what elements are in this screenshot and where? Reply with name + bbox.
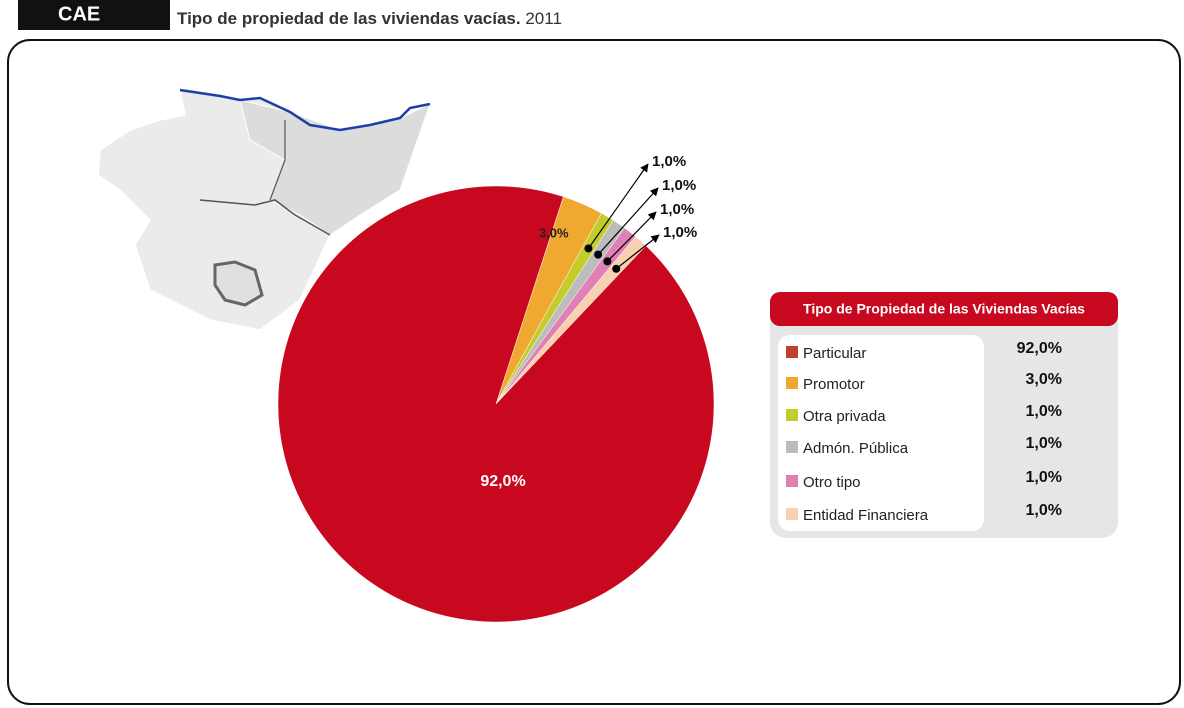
legend-swatch bbox=[786, 508, 798, 520]
map bbox=[97, 88, 432, 331]
leader-line bbox=[587, 163, 649, 249]
legend-label: Otro tipo bbox=[803, 474, 861, 491]
legend-swatch bbox=[786, 409, 798, 421]
legend-swatch bbox=[786, 475, 798, 487]
legend-inner bbox=[778, 335, 984, 531]
leader-dot bbox=[612, 264, 621, 273]
tag: CAE bbox=[58, 3, 100, 25]
slice-label: 1,0% bbox=[660, 201, 694, 218]
subtitle: 2011 bbox=[525, 9, 562, 28]
legend-value: 1,0% bbox=[1026, 435, 1062, 452]
legend-value: 92,0% bbox=[1017, 340, 1062, 357]
slice-label: 92,0% bbox=[480, 473, 525, 490]
leader-line bbox=[597, 187, 659, 256]
legend-value: 1,0% bbox=[1026, 469, 1062, 486]
legend-value: 3,0% bbox=[1026, 371, 1062, 388]
pie-slice bbox=[277, 185, 715, 623]
title: Tipo de propiedad de las viviendas vacía… bbox=[177, 9, 521, 28]
slice-label: 1,0% bbox=[663, 224, 697, 241]
leader-line bbox=[606, 211, 657, 262]
legend-swatch bbox=[786, 441, 798, 453]
legend-swatch bbox=[786, 346, 798, 358]
slice-label: 1,0% bbox=[662, 177, 696, 194]
legend-label: Admón. Pública bbox=[803, 440, 909, 457]
legend-label: Entidad Financiera bbox=[803, 507, 929, 524]
legend-label: Particular bbox=[803, 345, 866, 362]
slice-label: 3,0% bbox=[539, 225, 569, 240]
legend-swatch bbox=[786, 377, 798, 389]
tag-box bbox=[18, 0, 170, 30]
legend-header bbox=[770, 292, 1118, 326]
chart-title: Tipo de propiedad de las viviendas vacía… bbox=[177, 9, 562, 28]
leader-dot bbox=[594, 250, 603, 259]
legend-title: Tipo de Propiedad de las Viviendas Vacía… bbox=[803, 301, 1085, 317]
legend-value: 1,0% bbox=[1026, 403, 1062, 420]
leader-dot bbox=[584, 244, 593, 253]
legend-value: 1,0% bbox=[1026, 502, 1062, 519]
slice-label: 1,0% bbox=[652, 153, 686, 170]
leader-line bbox=[615, 234, 660, 270]
leader-dot bbox=[603, 257, 612, 266]
legend-label: Promotor bbox=[803, 376, 865, 393]
legend-label: Otra privada bbox=[803, 408, 886, 425]
